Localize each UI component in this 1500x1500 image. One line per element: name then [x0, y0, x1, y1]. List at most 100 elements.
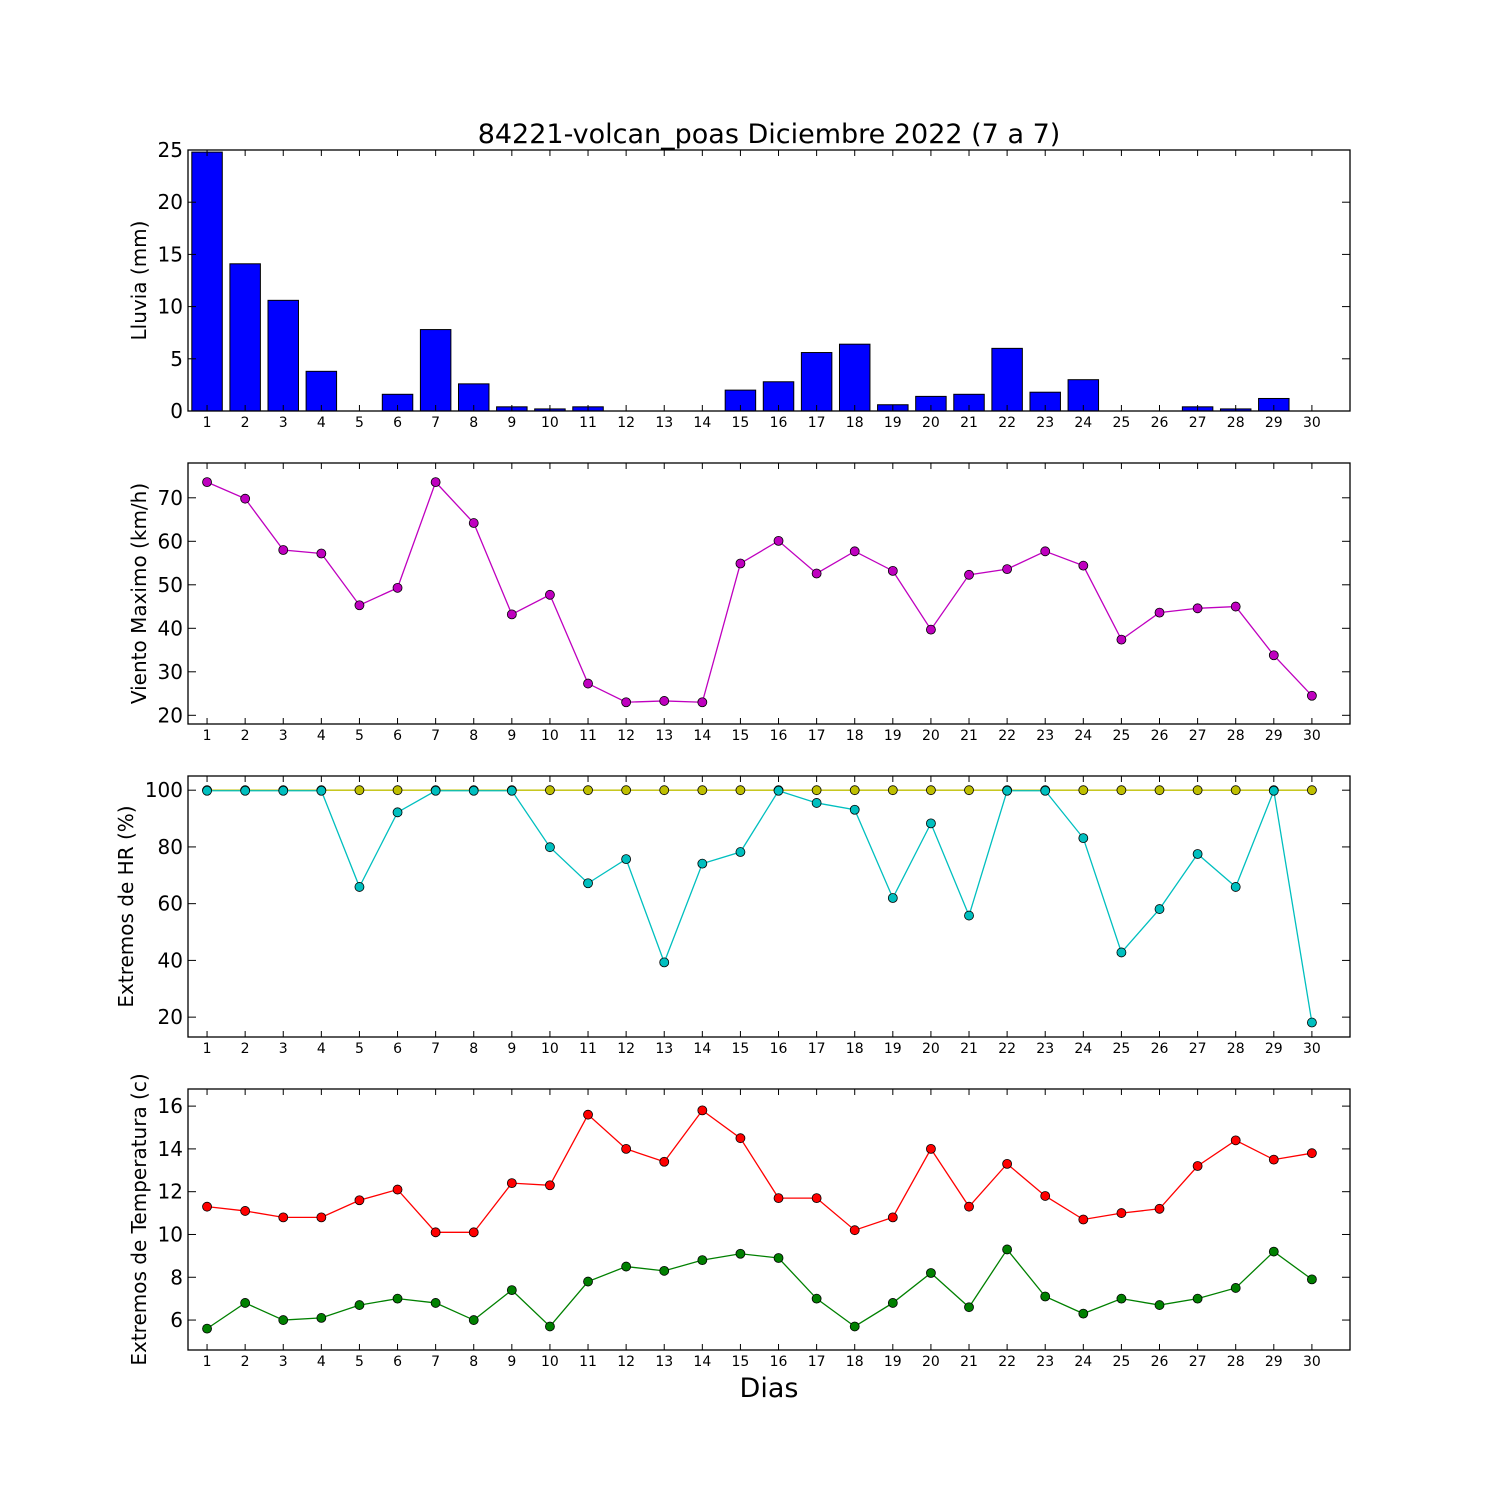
point-1-17	[811, 568, 822, 579]
x-tick-label: 21	[960, 728, 978, 744]
point-1-29	[1268, 1154, 1279, 1165]
x-tick-label: 8	[469, 415, 478, 431]
bar-4	[305, 370, 338, 412]
point-2-22	[1002, 1244, 1013, 1255]
y-tick-label: 8	[170, 1265, 183, 1289]
point-2-29	[1268, 785, 1279, 796]
point-2-17	[811, 1293, 822, 1304]
x-tick-label: 15	[732, 1041, 750, 1057]
point-2-18	[849, 1321, 860, 1332]
x-tick-label: 11	[579, 415, 597, 431]
bar-2	[229, 263, 261, 412]
point-1-5	[354, 600, 365, 611]
x-tick-label: 14	[693, 728, 711, 744]
point-1-21	[964, 1201, 974, 1212]
x-tick-label: 1	[203, 1354, 212, 1370]
x-tick-label: 20	[922, 1354, 940, 1370]
y-tick-label: 25	[158, 138, 183, 162]
x-tick-label: 13	[655, 1354, 673, 1370]
point-2-17	[811, 798, 822, 808]
point-1-25	[1116, 1208, 1127, 1218]
x-tick-label: 29	[1265, 415, 1283, 431]
plot-frame	[187, 1088, 1351, 1351]
x-tick-label: 21	[960, 415, 978, 431]
chart-panel-4: 1 2 3 4 5 6 7 8 9 10 11 12 13 14 15 16 17 18 19 20 21 22 23 24 2…	[127, 1073, 1351, 1404]
x-tick-label: 10	[541, 415, 559, 431]
y-tick-label: 16	[158, 1094, 183, 1118]
x-tick-label: 21	[960, 1041, 978, 1057]
y-axis-label: Viento Maximo (km/h)	[127, 483, 151, 704]
x-tick-label: 7	[431, 1354, 440, 1370]
point-2-29	[1268, 1246, 1279, 1257]
point-1-11	[583, 1109, 593, 1120]
point-1-10	[545, 589, 555, 600]
y-axis-label: Extremos de HR (%)	[114, 805, 138, 1007]
point-2-23	[1040, 785, 1051, 796]
x-tick-label: 2	[241, 415, 250, 431]
point-2-5	[354, 882, 365, 892]
plot-frame	[187, 149, 1351, 412]
x-tick-label: 11	[579, 1041, 597, 1057]
point-1-14	[697, 785, 708, 796]
x-tick-label: 3	[279, 415, 288, 431]
x-tick-label: 9	[507, 728, 516, 744]
x-tick-label: 28	[1227, 1041, 1245, 1057]
point-2-1	[202, 785, 212, 796]
x-tick-label: 20	[922, 1041, 940, 1057]
point-1-20	[926, 785, 936, 796]
x-tick-label: 1	[203, 728, 212, 744]
x-tick-label: 4	[317, 1041, 326, 1057]
x-tick-label: 8	[469, 1354, 478, 1370]
bar-7	[419, 329, 452, 412]
point-2-2	[240, 785, 251, 796]
y-tick-label: 6	[170, 1308, 183, 1332]
point-2-6	[392, 1293, 403, 1304]
point-2-26	[1154, 1300, 1165, 1310]
plot-frame	[187, 462, 1351, 725]
x-tick-label: 10	[541, 728, 559, 744]
point-1-10	[545, 785, 555, 796]
chart-panel-2: 1 2 3 4 5 6 7 8 9 10 11 12 13 14 15 16 17 18 19 20 21 22 23 24 2…	[127, 462, 1351, 744]
x-tick-label: 10	[541, 1041, 559, 1057]
x-tick-label: 17	[808, 728, 826, 744]
y-tick-label: 50	[158, 573, 183, 597]
x-tick-label: 19	[884, 728, 902, 744]
point-1-19	[887, 1212, 898, 1223]
point-1-12	[621, 785, 632, 796]
y-tick-label: 20	[158, 1005, 183, 1029]
point-1-8	[468, 1227, 479, 1238]
x-tick-label: 15	[732, 728, 750, 744]
point-1-24	[1078, 1214, 1089, 1225]
x-tick-label: 12	[617, 728, 635, 744]
x-tick-label: 9	[507, 1354, 516, 1370]
point-2-20	[926, 818, 936, 829]
x-axis-label: Dias	[740, 1373, 799, 1404]
y-tick-label: 5	[170, 347, 183, 371]
point-2-2	[240, 1298, 251, 1308]
x-tick-label: 18	[846, 415, 864, 431]
y-tick-label: 20	[158, 190, 183, 214]
point-1-15	[735, 1133, 746, 1144]
point-1-5	[354, 1195, 365, 1206]
x-tick-label: 28	[1227, 728, 1245, 744]
point-1-25	[1116, 785, 1127, 796]
point-2-16	[773, 785, 784, 796]
x-tick-label: 12	[617, 415, 635, 431]
point-1-20	[926, 624, 936, 635]
point-1-22	[1002, 1158, 1013, 1169]
point-1-15	[735, 785, 746, 796]
x-tick-label: 15	[732, 1354, 750, 1370]
point-1-17	[811, 785, 822, 796]
x-tick-label: 25	[1112, 1041, 1130, 1057]
point-2-11	[583, 1276, 593, 1287]
x-tick-label: 16	[770, 728, 788, 744]
x-tick-label: 27	[1189, 1041, 1207, 1057]
x-tick-label: 14	[693, 415, 711, 431]
point-1-28	[1230, 1135, 1241, 1146]
point-2-11	[583, 878, 593, 889]
x-tick-label: 6	[393, 415, 402, 431]
x-tick-label: 9	[507, 1041, 516, 1057]
x-tick-label: 22	[998, 1354, 1016, 1370]
point-1-9	[506, 609, 517, 620]
point-1-13	[659, 785, 670, 796]
